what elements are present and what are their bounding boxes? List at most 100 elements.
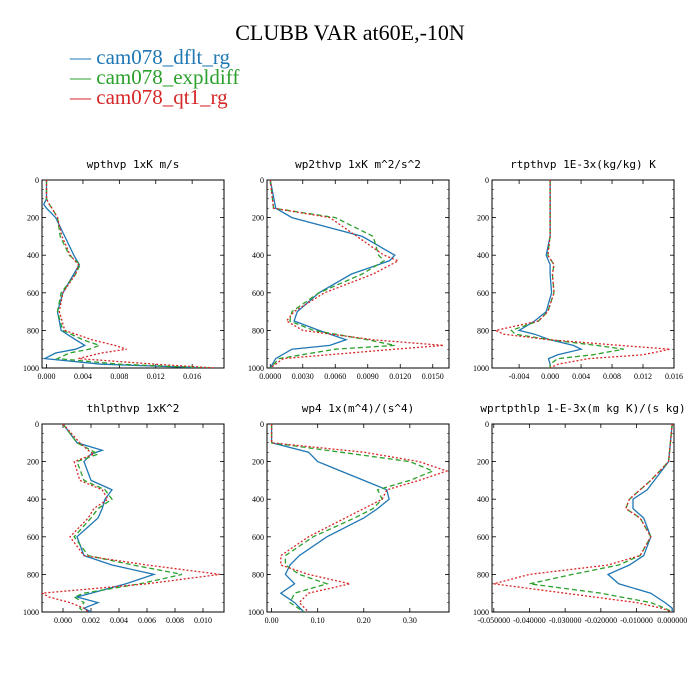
- y-tick-label: 800: [252, 570, 264, 579]
- y-tick-label: 0: [35, 420, 39, 429]
- series-line-cam078_dflt_rg: [62, 424, 157, 612]
- series-line-cam078_dflt_rg: [270, 424, 390, 612]
- legend-item-qt1: — cam078_qt1_rg: [70, 85, 228, 109]
- y-tick-label: 1000: [473, 608, 489, 617]
- x-tick-label: 0.008: [110, 372, 128, 381]
- y-tick-label: 200: [27, 458, 39, 467]
- x-tick-label: 0.000000: [657, 616, 687, 625]
- panel-6: wprtpthlp 1-E-3x(m kg K)/(s kg) 0 200 400 60…: [473, 402, 687, 625]
- x-tick-label: 0.0060: [324, 372, 346, 381]
- y-tick-label: 200: [252, 458, 264, 467]
- y-tick-label: 600: [252, 289, 264, 298]
- y-tick-label: 1000: [248, 608, 264, 617]
- x-tick-label: 0.10: [311, 616, 325, 625]
- y-tick-label: 200: [27, 214, 39, 223]
- y-tick-label: 0: [485, 420, 489, 429]
- figure-title: CLUBB VAR at60E,-10N: [235, 20, 465, 45]
- x-tick-label: 0.000: [54, 616, 72, 625]
- y-tick-label: 400: [252, 495, 264, 504]
- x-tick-label: 0.008: [166, 616, 184, 625]
- x-tick-label: -0.050000: [477, 616, 510, 625]
- y-tick-label: 1000: [473, 364, 489, 373]
- y-tick-label: 200: [252, 214, 264, 223]
- series-line-cam078_expldiff: [269, 180, 395, 368]
- y-tick-label: 0: [35, 176, 39, 185]
- y-tick-label: 1000: [23, 364, 39, 373]
- series-line-cam078_expldiff: [62, 424, 183, 612]
- x-tick-label: 0.0090: [357, 372, 379, 381]
- series-line-cam078_dflt_rg: [606, 424, 673, 612]
- legend-item-expldiff: — cam078_expldiff: [70, 65, 240, 89]
- y-tick-label: 0: [485, 176, 489, 185]
- panel-5: wp4 1x(m^4)/(s^4) 0 200 400 600 800 10000.00 0.…: [248, 402, 450, 625]
- series-line-cam078_dflt_rg: [517, 180, 584, 368]
- x-tick-label: 0.004: [572, 372, 590, 381]
- x-tick-label: 0.016: [183, 372, 201, 381]
- y-tick-label: 800: [477, 570, 489, 579]
- x-tick-label: -0.010000: [620, 616, 653, 625]
- y-tick-label: 200: [477, 214, 489, 223]
- y-tick-label: 400: [477, 495, 489, 504]
- y-tick-label: 800: [27, 570, 39, 579]
- x-tick-label: 0.30: [403, 616, 417, 625]
- x-tick-label: 0.00: [265, 616, 279, 625]
- series-line-cam078_expldiff: [270, 424, 435, 612]
- series-line-cam078_dflt_rg: [42, 180, 211, 368]
- panel-title: rtpthvp 1E-3x(kg/kg) K: [510, 158, 656, 171]
- series-line-cam078_qt1_rg: [42, 424, 220, 612]
- series-line-cam078_expldiff: [45, 180, 211, 368]
- x-tick-label: 0.004: [110, 616, 128, 625]
- x-tick-label: 0.20: [357, 616, 371, 625]
- y-tick-label: 1000: [23, 608, 39, 617]
- y-tick-label: 400: [252, 251, 264, 260]
- y-tick-label: 800: [252, 326, 264, 335]
- series-line-cam078_qt1_rg: [269, 180, 444, 368]
- y-tick-label: 1000: [248, 364, 264, 373]
- x-tick-label: 0.006: [138, 616, 156, 625]
- panel-3: rtpthvp 1E-3x(kg/kg) K 0 200 400 600 800 1000 -…: [473, 158, 683, 381]
- y-tick-label: 400: [27, 495, 39, 504]
- y-tick-label: 400: [477, 251, 489, 260]
- x-tick-label: 0.016: [665, 372, 683, 381]
- panel-title: wp4 1x(m^4)/(s^4): [302, 402, 415, 415]
- x-tick-label: 0.0150: [422, 372, 444, 381]
- panel-title: wp2thvp 1xK m^2/s^2: [295, 158, 421, 171]
- x-tick-label: 0.010: [194, 616, 212, 625]
- series-line-cam078_expldiff: [529, 424, 673, 612]
- x-tick-label: -0.040000: [513, 616, 546, 625]
- x-tick-label: 0.000: [541, 372, 559, 381]
- series-line-cam078_dflt_rg: [269, 180, 396, 368]
- x-tick-label: 0.012: [634, 372, 652, 381]
- y-tick-label: 800: [27, 326, 39, 335]
- panel-title: wprtpthlp 1-E-3x(m kg K)/(s kg): [480, 402, 685, 415]
- y-tick-label: 200: [477, 458, 489, 467]
- y-tick-label: 600: [27, 289, 39, 298]
- panel-1: wpthvp 1xK m/s 0 200 400 600 800 10000.000 0.00…: [23, 158, 225, 381]
- panel-2: wp2thvp 1xK m^2/s^2020040060080010000.00…: [248, 158, 450, 381]
- y-tick-label: 600: [477, 533, 489, 542]
- plot-frame: [491, 423, 675, 613]
- plot-frame: [41, 423, 225, 613]
- x-tick-label: 0.002: [82, 616, 100, 625]
- x-tick-label: 0.000: [38, 372, 56, 381]
- x-tick-label: -0.020000: [585, 616, 618, 625]
- legend-item-dflt: — cam078_dflt_rg: [70, 45, 231, 69]
- x-tick-label: 0.0120: [389, 372, 411, 381]
- series-line-cam078_qt1_rg: [45, 180, 215, 368]
- plot-frame: [491, 179, 675, 369]
- y-tick-label: 400: [27, 251, 39, 260]
- x-tick-label: -0.004: [509, 372, 530, 381]
- series-line-cam078_qt1_rg: [493, 424, 673, 612]
- x-tick-label: -0.030000: [549, 616, 582, 625]
- x-tick-label: 0.004: [74, 372, 92, 381]
- y-tick-label: 600: [27, 533, 39, 542]
- panel-title: thlpthvp 1xK^2: [87, 402, 180, 415]
- y-tick-label: 600: [477, 289, 489, 298]
- plot-frame: [41, 179, 225, 369]
- y-tick-label: 0: [260, 176, 264, 185]
- x-tick-label: 0.012: [147, 372, 165, 381]
- series-line-cam078_expldiff: [510, 180, 624, 368]
- x-tick-label: 0.0000: [259, 372, 281, 381]
- y-tick-label: 0: [260, 420, 264, 429]
- plot-frame: [266, 179, 450, 369]
